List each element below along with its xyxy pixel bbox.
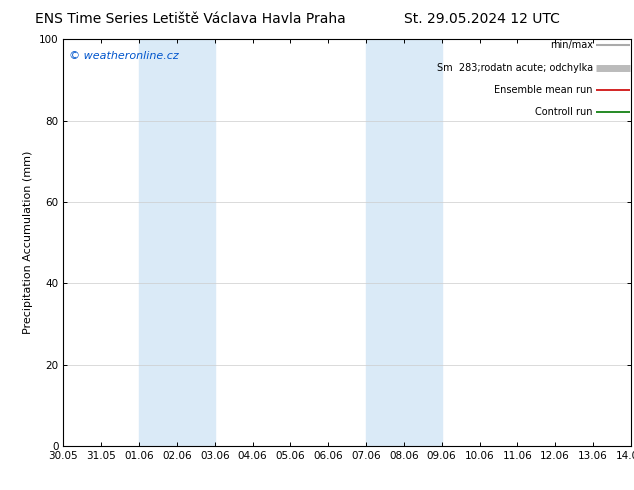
Y-axis label: Precipitation Accumulation (mm): Precipitation Accumulation (mm) [23,151,34,334]
Text: © weatheronline.cz: © weatheronline.cz [69,51,179,61]
Bar [139,39,215,446]
Text: Controll run: Controll run [535,107,593,118]
Text: min/max: min/max [550,40,593,50]
Text: Sm  283;rodatn acute; odchylka: Sm 283;rodatn acute; odchylka [437,63,593,73]
Text: ENS Time Series Letiště Václava Havla Praha: ENS Time Series Letiště Václava Havla Pr… [35,12,346,26]
Text: St. 29.05.2024 12 UTC: St. 29.05.2024 12 UTC [404,12,560,26]
Text: Ensemble mean run: Ensemble mean run [495,85,593,95]
Bar [366,39,442,446]
